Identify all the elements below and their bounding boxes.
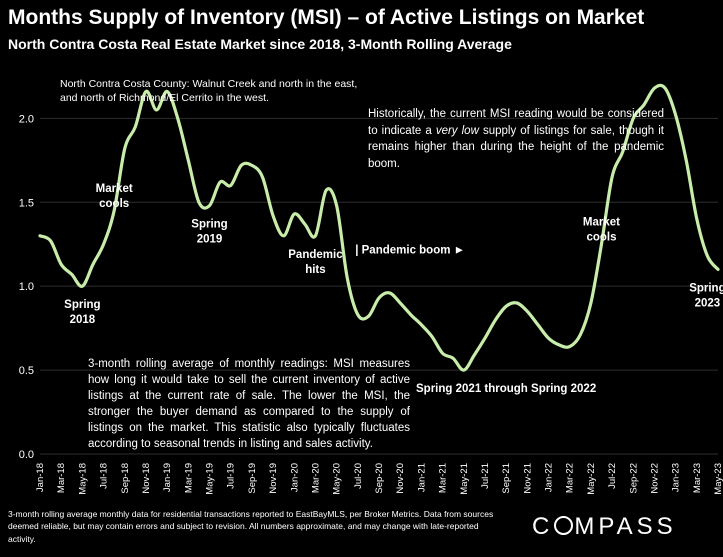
historical-note-part2: supply of listings for sale, though it r…	[368, 124, 664, 171]
x-tick-label: Sep-18	[120, 463, 131, 494]
y-tick-label: 2.0	[19, 113, 34, 125]
x-tick-label: May-22	[586, 463, 597, 495]
x-tick-label: Jul-22	[607, 463, 618, 489]
annotation-label: Pandemic hits	[288, 249, 343, 276]
x-tick-label: Jul-19	[226, 463, 237, 489]
annotation-label: Market cools	[583, 217, 620, 244]
logo-text-end: MPASS	[574, 513, 677, 540]
x-tick-label: May-20	[332, 463, 343, 495]
historical-note-part1: Historically, the current MSI reading wo…	[368, 108, 664, 137]
x-tick-label: Mar-18	[56, 463, 67, 493]
annotation-line: | Pandemic boom ►	[355, 244, 465, 256]
chart-title: Months Supply of Inventory (MSI) – of Ac…	[8, 6, 645, 29]
x-tick-label: May-23	[713, 463, 723, 495]
y-tick-label: 0.5	[19, 365, 34, 377]
historical-note: Historically, the current MSI reading wo…	[368, 106, 664, 173]
annotation-line: hits	[305, 264, 325, 276]
x-tick-label: Nov-21	[522, 463, 533, 494]
x-tick-label: Jan-23	[671, 463, 682, 492]
definition-note: 3-month rolling average of monthly readi…	[88, 358, 410, 451]
annotation-line: Market	[583, 217, 620, 229]
y-tick-label: 1.5	[19, 197, 34, 209]
annotation-line: Spring	[689, 282, 723, 294]
x-tick-label: Nov-22	[649, 463, 660, 494]
x-tick-label: Nov-20	[395, 463, 406, 494]
x-tick-label: Jan-21	[416, 463, 427, 492]
historical-note-emphasis: very low	[435, 124, 479, 137]
annotation-line: Spring	[64, 299, 100, 311]
y-tick-label: 0.0	[19, 449, 34, 461]
x-tick-label: May-18	[77, 463, 88, 495]
annotation-label: | Pandemic boom ►	[355, 244, 465, 256]
logo-text-start: C	[532, 513, 554, 540]
x-tick-label: Nov-18	[141, 463, 152, 494]
chart-subtitle: North Contra Costa Real Estate Market si…	[8, 36, 512, 52]
region-note: North Contra Costa County: Walnut Creek …	[60, 78, 358, 105]
x-tick-label: Mar-21	[438, 463, 449, 493]
annotation-label: Market cools	[96, 183, 133, 210]
annotation-label: Spring 2019	[191, 219, 227, 246]
logo-circle-icon	[554, 516, 574, 535]
x-tick-label: Jan-18	[35, 463, 46, 492]
x-tick-label: May-19	[205, 463, 216, 495]
x-tick-label: Nov-19	[268, 463, 279, 494]
x-tick-label: Jul-21	[480, 463, 491, 489]
annotation-line: cools	[99, 198, 129, 210]
x-tick-label: Jan-22	[544, 463, 555, 492]
annotation-line: cools	[586, 232, 616, 244]
x-tick-label: Jan-19	[162, 463, 173, 492]
annotation-label: Spring 2023	[689, 282, 723, 309]
x-tick-label: Sep-20	[374, 463, 385, 494]
annotation-line: 2023	[695, 297, 721, 309]
source-footnote: 3-month rolling average monthly data for…	[8, 509, 494, 544]
annotation-line: 2018	[70, 314, 96, 326]
msi-series-line	[38, 83, 720, 372]
annotation-line: 2019	[197, 234, 223, 246]
compass-logo: C MPASS	[532, 513, 677, 541]
x-tick-label: Jul-18	[99, 463, 110, 489]
x-tick-label: May-21	[459, 463, 470, 495]
annotation-line: Pandemic	[288, 249, 343, 261]
x-tick-label: Mar-20	[310, 463, 321, 493]
x-tick-label: Mar-22	[565, 463, 576, 493]
x-tick-label: Jul-20	[353, 463, 364, 489]
x-tick-label: Mar-19	[183, 463, 194, 493]
y-tick-label: 1.0	[19, 281, 34, 293]
x-tick-label: Jan-20	[289, 463, 300, 492]
x-tick-label: Sep-22	[628, 463, 639, 494]
annotation-label: Spring 2018	[64, 299, 100, 326]
annotation-line: Spring 2021 through Spring 2022	[416, 383, 596, 395]
annotation-line: Spring	[191, 219, 227, 231]
annotation-label: Spring 2021 through Spring 2022	[416, 383, 596, 395]
x-tick-label: Mar-23	[692, 463, 703, 493]
x-tick-label: Sep-19	[247, 463, 258, 494]
annotation-line: Market	[96, 183, 133, 195]
x-tick-label: Sep-21	[501, 463, 512, 494]
